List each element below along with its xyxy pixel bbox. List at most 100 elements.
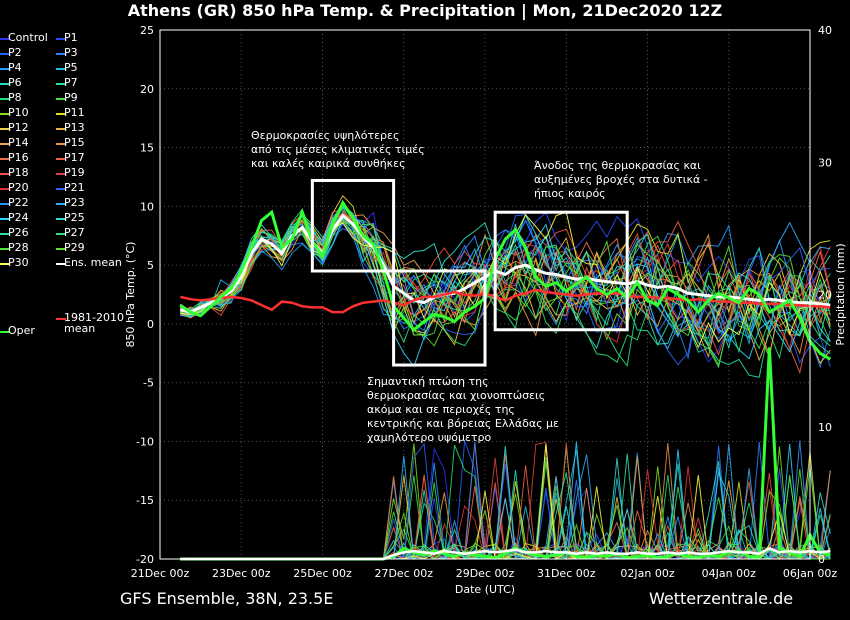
y-tick-label: 5 — [147, 259, 154, 272]
ensemble-member-line — [180, 203, 831, 354]
y-tick-label: 20 — [140, 83, 154, 96]
legend-swatch — [56, 233, 66, 235]
legend-swatch — [56, 188, 66, 190]
legend-swatch — [56, 318, 66, 320]
legend-swatch — [56, 143, 66, 145]
legend-swatch — [0, 233, 10, 235]
y2-tick-label: 10 — [818, 421, 832, 434]
legend-swatch — [56, 68, 66, 70]
legend-label: P30 — [8, 256, 29, 269]
ensemble-member-line — [180, 205, 831, 369]
highlight-box — [493, 210, 629, 332]
y2-tick-label: 30 — [818, 156, 832, 169]
legend-label: P8 — [8, 91, 22, 104]
legend-swatch — [0, 128, 10, 130]
annotation-cold: Σημαντική πτώση της θερμοκρασίας και χιο… — [367, 375, 559, 444]
legend-label: Oper — [8, 324, 35, 337]
chart-title: Athens (GR) 850 hPa Temp. & Precipitatio… — [127, 1, 723, 20]
legend-swatch — [0, 263, 10, 265]
legend-label: P1 — [64, 31, 78, 44]
legend-swatch — [0, 113, 10, 115]
legend-swatch — [56, 203, 66, 205]
legend-swatch — [0, 173, 10, 175]
x-tick-label: 02Jan 00z — [620, 567, 674, 580]
y-tick-label: -20 — [136, 553, 154, 566]
x-tick-label: 29Dec 00z — [456, 567, 515, 580]
legend-label: P6 — [8, 76, 22, 89]
legend-label: P15 — [64, 136, 85, 149]
plot-frame — [159, 29, 811, 560]
legend-swatch — [56, 248, 66, 250]
legend-swatch — [0, 68, 10, 70]
annotation-warm: Θερμοκρασίες υψηλότερες από τις μέσες κλ… — [251, 129, 425, 170]
legend-label: P25 — [64, 211, 85, 224]
legend-swatch — [56, 263, 66, 265]
legend-label: P18 — [8, 166, 29, 179]
x-tick-label: 31Dec 00z — [537, 567, 596, 580]
legend-label: Ens. mean — [64, 256, 122, 269]
legend-swatch — [56, 113, 66, 115]
ensemble-member-line — [180, 211, 831, 349]
footer-site: Wetterzentrale.de — [649, 589, 794, 608]
annotation-mild: Άνοδος της θερμοκρασίας και αυξημένες βρ… — [534, 159, 708, 200]
legend-label: P22 — [8, 196, 29, 209]
x-tick-label: 21Dec 00z — [131, 567, 190, 580]
legend-swatch — [56, 218, 66, 220]
legend-label: P24 — [8, 211, 29, 224]
legend-label: P5 — [64, 61, 78, 74]
legend-swatch — [0, 98, 10, 100]
y2-axis-label: Precipitation (mm) — [834, 243, 847, 345]
x-tick-label: 04Jan 00z — [702, 567, 756, 580]
legend-swatch — [56, 128, 66, 130]
y-tick-label: 15 — [140, 142, 154, 155]
x-tick-label: 06Jan 00z — [783, 567, 837, 580]
ensemble-member-line — [180, 213, 831, 350]
legend-label: P28 — [8, 241, 29, 254]
legend-label: P9 — [64, 91, 78, 104]
legend-label: P16 — [8, 151, 29, 164]
y-tick-label: 25 — [140, 24, 154, 37]
y-tick-label: 0 — [147, 318, 154, 331]
y2-tick-label: 0 — [818, 553, 825, 566]
footer-model: GFS Ensemble, 38N, 23.5E — [120, 589, 334, 608]
legend-swatch — [0, 218, 10, 220]
ensemble-member-line — [180, 194, 831, 365]
legend-label: P2 — [8, 46, 22, 59]
legend-swatch — [56, 53, 66, 55]
y-tick-label: -5 — [143, 377, 154, 390]
legend-swatch — [0, 83, 10, 85]
x-axis-label: Date (UTC) — [455, 583, 515, 596]
legend-label: P27 — [64, 226, 85, 239]
legend-label: P10 — [8, 106, 29, 119]
legend-swatch — [0, 143, 10, 145]
legend-swatch — [0, 248, 10, 250]
legend-swatch — [56, 158, 66, 160]
x-tick-label: 25Dec 00z — [293, 567, 352, 580]
legend-swatch — [0, 331, 10, 333]
legend-swatch — [56, 83, 66, 85]
legend-label: 1981-2010 mean — [64, 311, 124, 335]
y-tick-label: -15 — [136, 494, 154, 507]
legend-label: P14 — [8, 136, 29, 149]
y-tick-label: 10 — [140, 200, 154, 213]
x-tick-label: 23Dec 00z — [212, 567, 271, 580]
y-tick-label: -10 — [136, 435, 154, 448]
legend-label: P19 — [64, 166, 85, 179]
legend-label: P7 — [64, 76, 78, 89]
legend-label: P21 — [64, 181, 85, 194]
legend-label: P4 — [8, 61, 22, 74]
legend-label: P3 — [64, 46, 78, 59]
legend-swatch — [0, 203, 10, 205]
y2-tick-label: 20 — [818, 289, 832, 302]
highlight-box — [310, 178, 396, 273]
ensemble-member-line — [180, 201, 831, 368]
legend-label: P12 — [8, 121, 29, 134]
y-axis-label: 850 hPa Temp. (°C) — [124, 242, 137, 348]
legend-swatch — [56, 38, 66, 40]
legend-label: P23 — [64, 196, 85, 209]
legend-swatch — [0, 188, 10, 190]
y2-tick-label: 40 — [818, 24, 832, 37]
legend-label: P29 — [64, 241, 85, 254]
legend-label: P13 — [64, 121, 85, 134]
